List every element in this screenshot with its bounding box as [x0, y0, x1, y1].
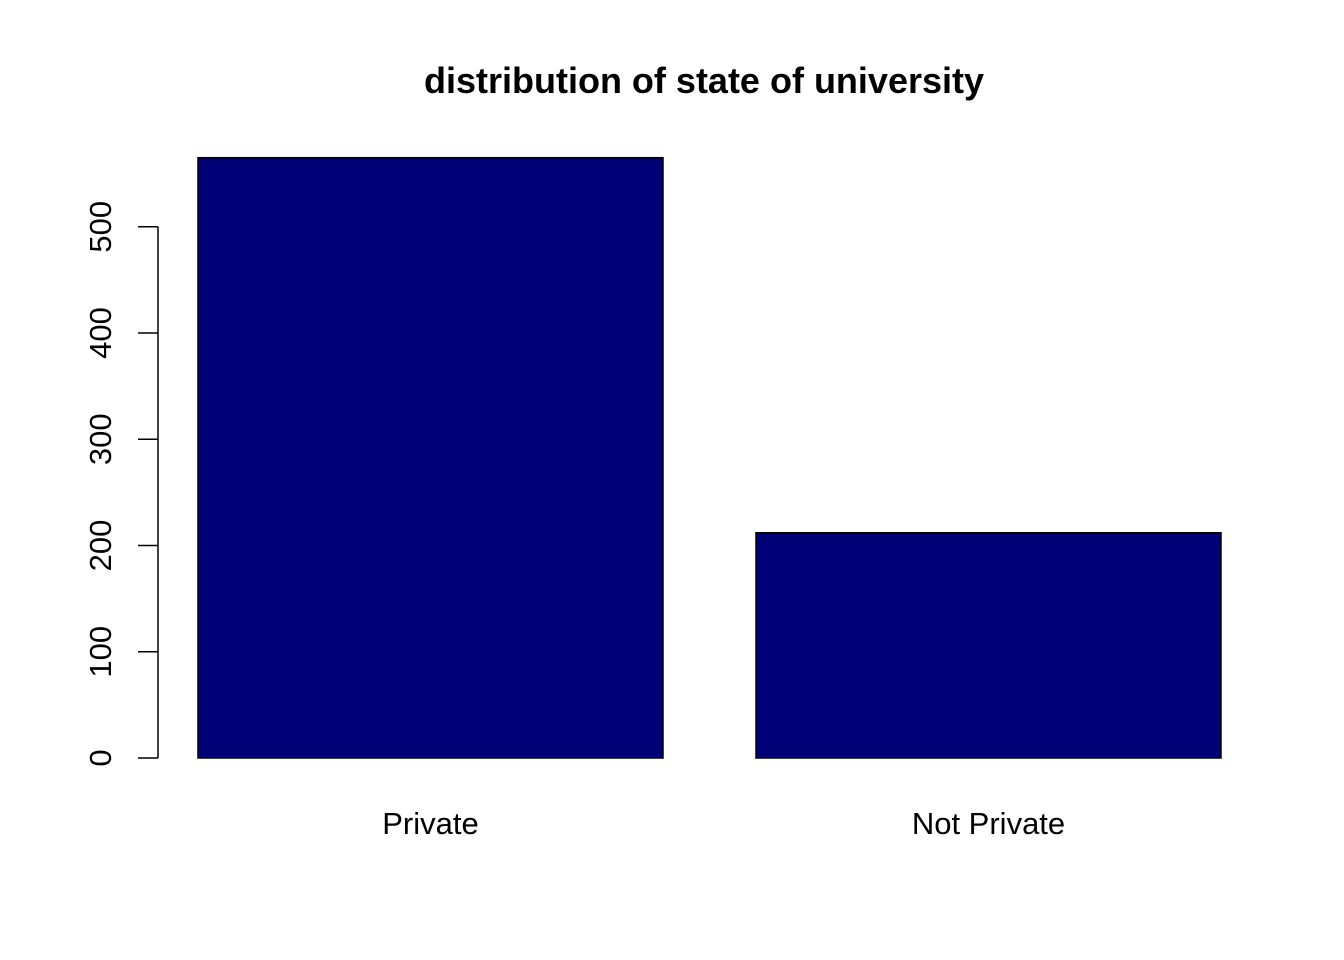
x-axis-labels: Private Not Private: [382, 806, 1065, 841]
bar-not-private: [755, 532, 1222, 759]
y-tick-label: 500: [83, 201, 118, 253]
category-label: Not Private: [912, 806, 1065, 841]
y-tick-label: 200: [83, 520, 118, 572]
category-label: Private: [382, 806, 478, 841]
y-tick-label: 100: [83, 626, 118, 678]
y-tick-label: 300: [83, 413, 118, 465]
y-axis: 0 100 200 300 400 500: [83, 201, 159, 767]
y-tick-label: 0: [83, 749, 118, 766]
chart-title: distribution of state of university: [424, 60, 984, 101]
bar-private: [197, 156, 664, 759]
bars-group: [197, 156, 1222, 759]
y-tick-label: 400: [83, 307, 118, 359]
